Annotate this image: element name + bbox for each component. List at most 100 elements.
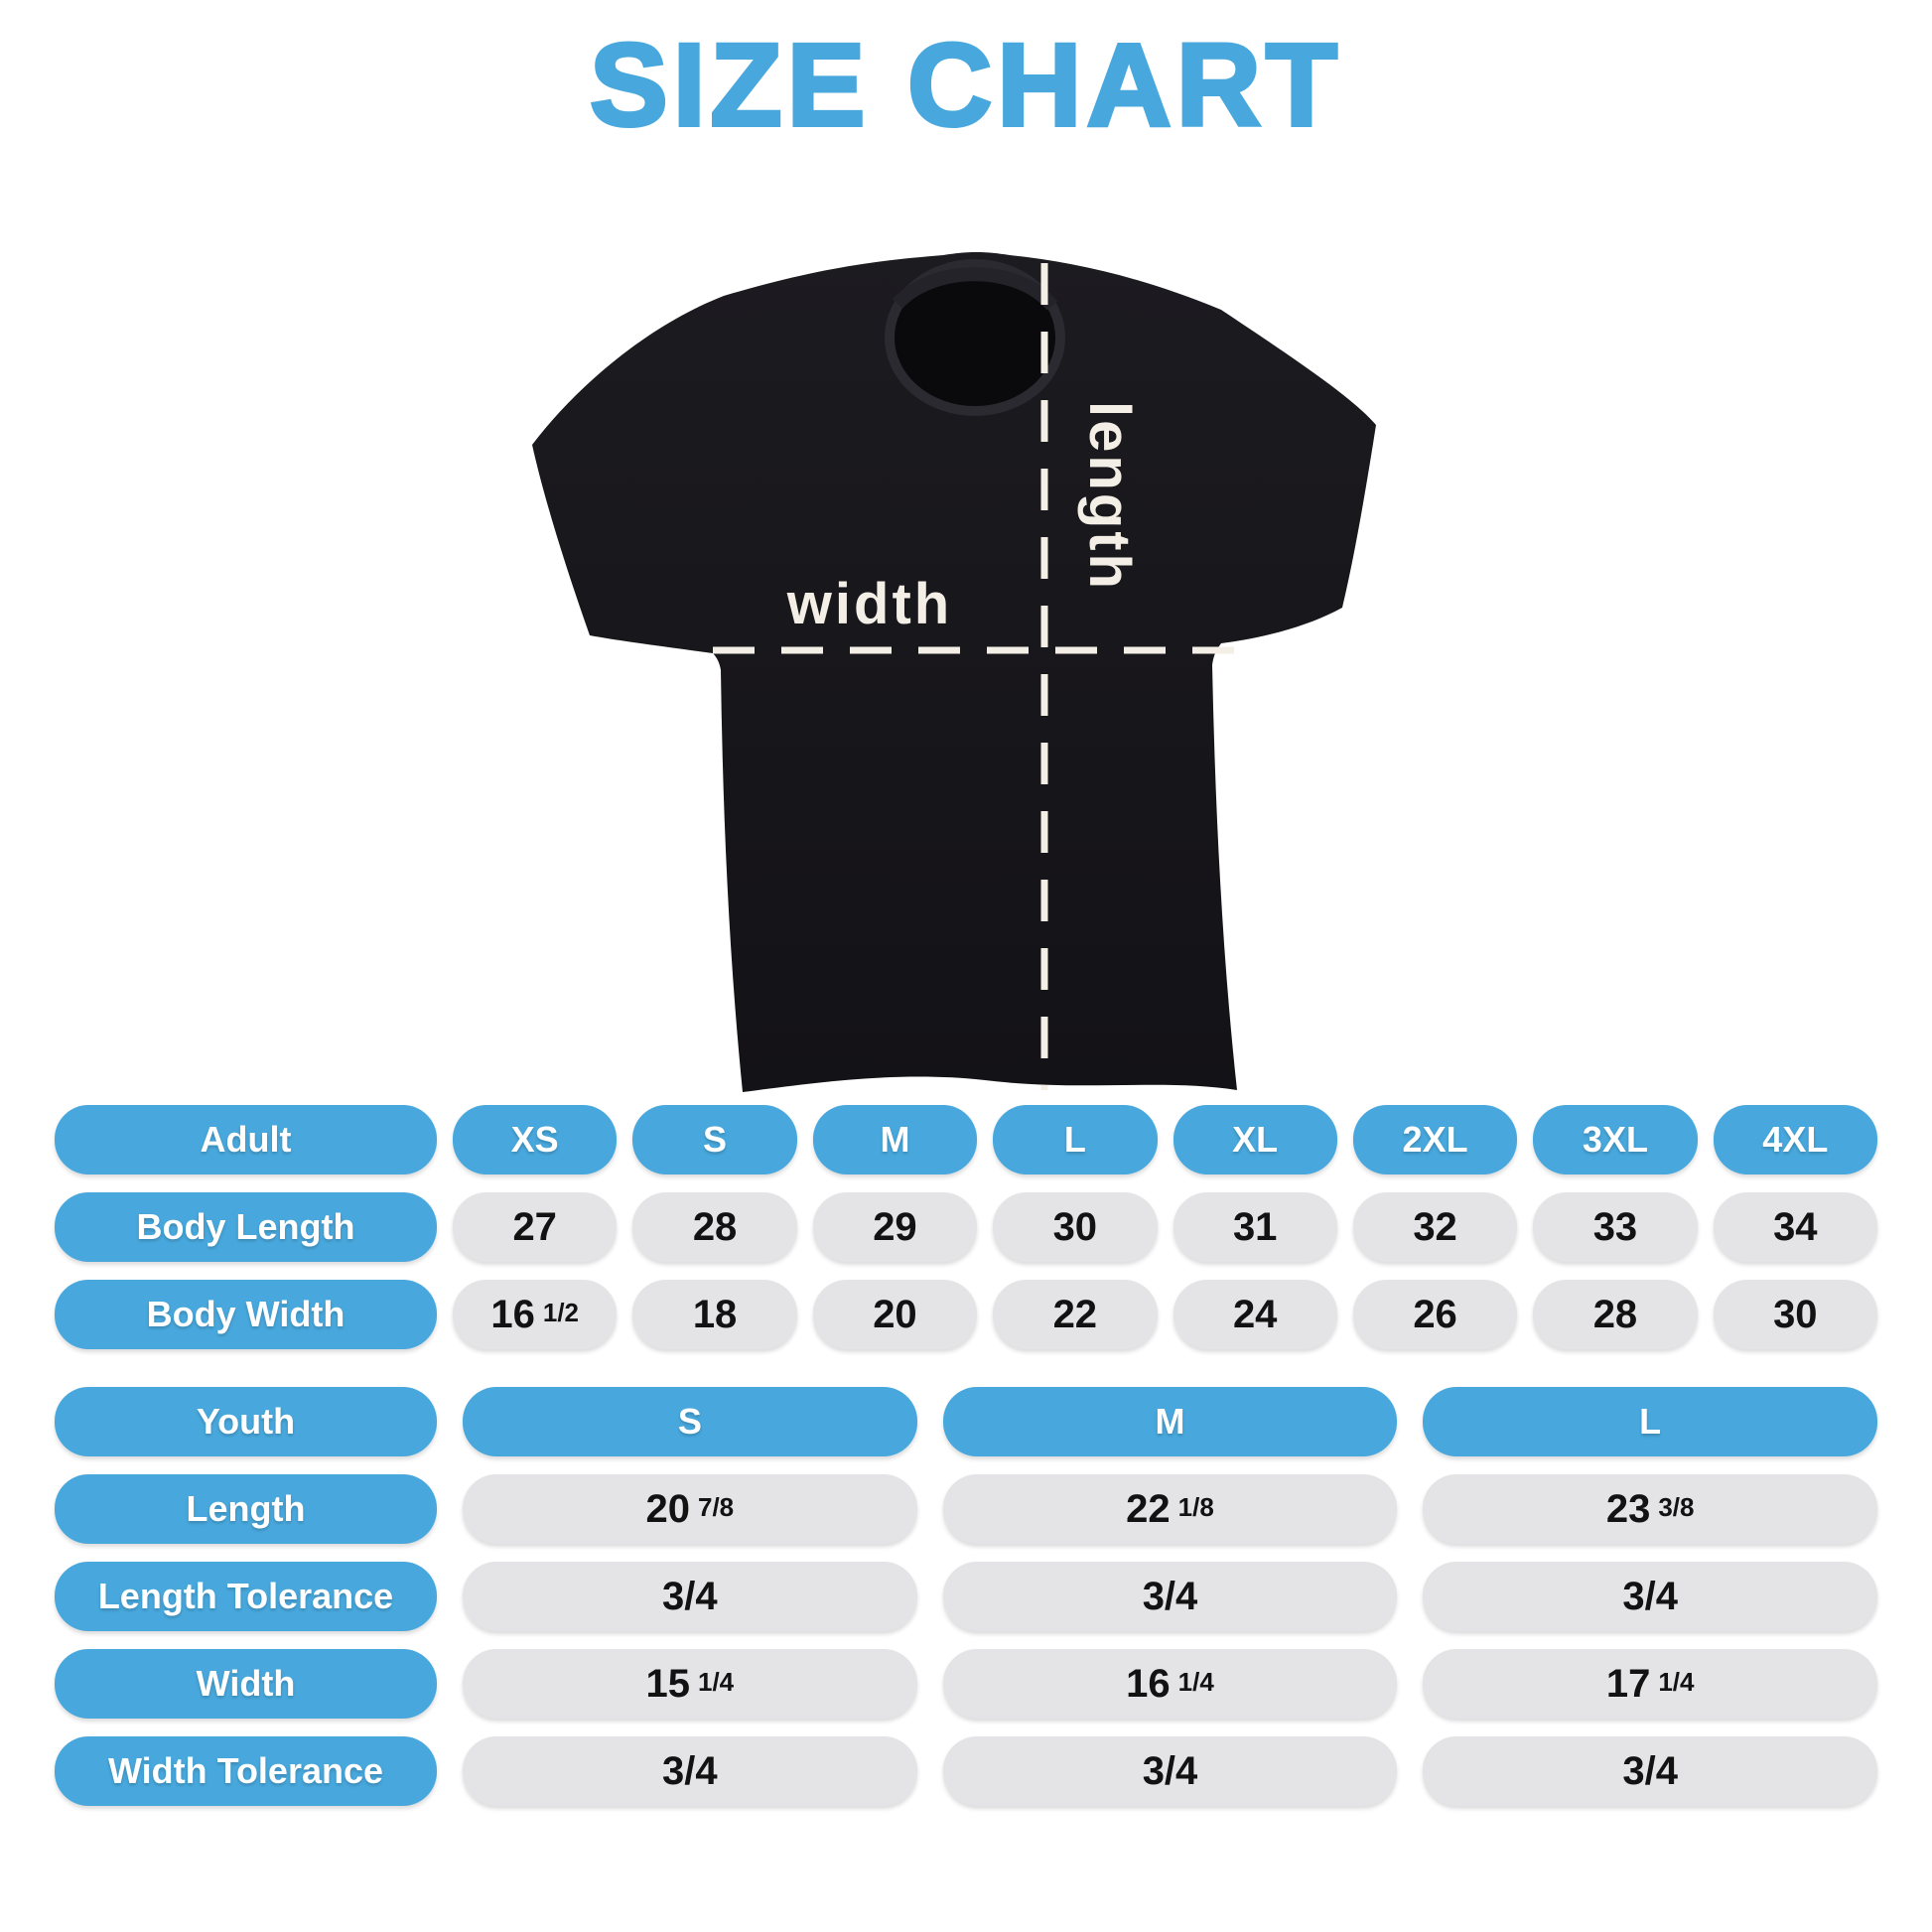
row-label: Body Length: [136, 1206, 355, 1247]
cell-value: 3/4: [1622, 1748, 1678, 1793]
cell-value: 16: [1126, 1661, 1171, 1706]
youth-row-length-label: Length: [55, 1474, 437, 1544]
collar-band: [892, 267, 1058, 311]
cell-value: 3/4: [662, 1574, 718, 1618]
adult-table-title-text: Adult: [200, 1119, 292, 1160]
cell-value: 30: [1773, 1292, 1818, 1336]
col-label: S: [677, 1401, 702, 1442]
cell-value: 26: [1413, 1292, 1457, 1336]
youth-col-l: L: [1423, 1387, 1877, 1456]
cell-value: 31: [1232, 1204, 1278, 1249]
cell-value: 18: [692, 1292, 738, 1336]
adult-size-table: Adult XS S M L XL 2XL 3XL 4XL Body Lengt…: [55, 1105, 1877, 1349]
cell-value: 3/4: [1142, 1748, 1198, 1793]
adult-col-2xl: 2XL: [1352, 1105, 1518, 1174]
youth-table-title-text: Youth: [196, 1401, 296, 1442]
size-cell: 3/4: [463, 1736, 917, 1806]
size-cell: 3/4: [1423, 1736, 1877, 1806]
cell-value: 17: [1605, 1661, 1651, 1706]
size-cell: 3/4: [942, 1562, 1398, 1631]
cell-fraction: 1/4: [1658, 1666, 1695, 1697]
size-cell: 34: [1713, 1192, 1877, 1262]
size-cell: 17 1/4: [1423, 1649, 1877, 1719]
row-label: Length: [186, 1488, 306, 1529]
size-cell: 20: [812, 1280, 978, 1349]
row-label: Width Tolerance: [107, 1750, 384, 1791]
row-label: Length Tolerance: [97, 1576, 394, 1616]
cell-value: 34: [1773, 1204, 1818, 1249]
size-cell: 29: [812, 1192, 978, 1262]
cell-fraction: 7/8: [698, 1491, 735, 1522]
row-label: Width: [196, 1663, 296, 1704]
youth-size-table: Youth S M L Length 20 7/8 22 1/8 23 3/8 Len…: [55, 1387, 1877, 1806]
adult-col-4xl: 4XL: [1713, 1105, 1877, 1174]
cell-value: 3/4: [1142, 1574, 1198, 1618]
size-cell: 32: [1352, 1192, 1518, 1262]
col-label: 3XL: [1582, 1119, 1648, 1160]
cell-value: 22: [1052, 1292, 1098, 1336]
col-label: M: [1155, 1401, 1185, 1442]
adult-col-xs: XS: [453, 1105, 618, 1174]
width-label: width: [786, 572, 952, 636]
adult-col-m: M: [812, 1105, 978, 1174]
cell-fraction: 1/4: [1177, 1666, 1214, 1697]
cell-fraction: 1/8: [1177, 1491, 1214, 1522]
cell-value: 22: [1126, 1486, 1171, 1531]
length-label: length: [1077, 401, 1142, 592]
size-cell: 30: [993, 1192, 1158, 1262]
col-label: XS: [510, 1119, 559, 1160]
size-cell: 15 1/4: [463, 1649, 917, 1719]
tshirt-body: [532, 252, 1376, 1092]
size-cell: 22 1/8: [942, 1474, 1398, 1544]
cell-fraction: 1/4: [698, 1666, 735, 1697]
col-label: L: [1639, 1401, 1662, 1442]
cell-value: 28: [692, 1204, 738, 1249]
youth-row-width-tolerance-label: Width Tolerance: [55, 1736, 437, 1806]
col-label: L: [1063, 1119, 1086, 1160]
youth-table-title: Youth: [55, 1387, 437, 1456]
cell-value: 24: [1232, 1292, 1278, 1336]
col-label: 2XL: [1402, 1119, 1468, 1160]
cell-value: 16: [490, 1292, 535, 1336]
cell-value: 20: [645, 1486, 691, 1531]
adult-col-xl: XL: [1173, 1105, 1337, 1174]
cell-value: 23: [1605, 1486, 1651, 1531]
size-cell: 3/4: [1423, 1562, 1877, 1631]
cell-value: 33: [1592, 1204, 1638, 1249]
size-cell: 33: [1533, 1192, 1698, 1262]
youth-row-length-tolerance-label: Length Tolerance: [55, 1562, 437, 1631]
page-title: SIZE CHART: [588, 18, 1342, 153]
tshirt-measurement-diagram: width length: [427, 169, 1420, 1102]
youth-col-m: M: [942, 1387, 1398, 1456]
size-cell: 26: [1352, 1280, 1518, 1349]
size-tables: Adult XS S M L XL 2XL 3XL 4XL Body Lengt…: [55, 1105, 1877, 1806]
size-cell: 23 3/8: [1423, 1474, 1877, 1544]
size-cell: 22: [993, 1280, 1158, 1349]
row-label: Body Width: [146, 1294, 345, 1334]
cell-value: 32: [1413, 1204, 1457, 1249]
adult-row-body-length-label: Body Length: [55, 1192, 437, 1262]
adult-col-3xl: 3XL: [1533, 1105, 1698, 1174]
size-cell: 24: [1173, 1280, 1337, 1349]
adult-table-title: Adult: [55, 1105, 437, 1174]
size-cell: 3/4: [942, 1736, 1398, 1806]
adult-col-s: S: [632, 1105, 797, 1174]
size-cell: 16 1/2: [453, 1280, 618, 1349]
youth-row-width-label: Width: [55, 1649, 437, 1719]
collar-opening: [885, 259, 1065, 416]
adult-col-l: L: [993, 1105, 1158, 1174]
tshirt-illustration: width length: [532, 252, 1376, 1092]
col-label: 4XL: [1762, 1119, 1829, 1160]
col-label: XL: [1232, 1119, 1279, 1160]
size-cell: 3/4: [463, 1562, 917, 1631]
cell-fraction: 1/2: [542, 1297, 580, 1327]
cell-value: 27: [512, 1204, 557, 1249]
cell-value: 30: [1052, 1204, 1098, 1249]
col-label: M: [880, 1119, 910, 1160]
youth-col-s: S: [463, 1387, 917, 1456]
adult-row-body-width-label: Body Width: [55, 1280, 437, 1349]
cell-value: 3/4: [1622, 1574, 1678, 1618]
col-label: S: [703, 1119, 728, 1160]
cell-value: 28: [1592, 1292, 1638, 1336]
size-cell: 16 1/4: [942, 1649, 1398, 1719]
